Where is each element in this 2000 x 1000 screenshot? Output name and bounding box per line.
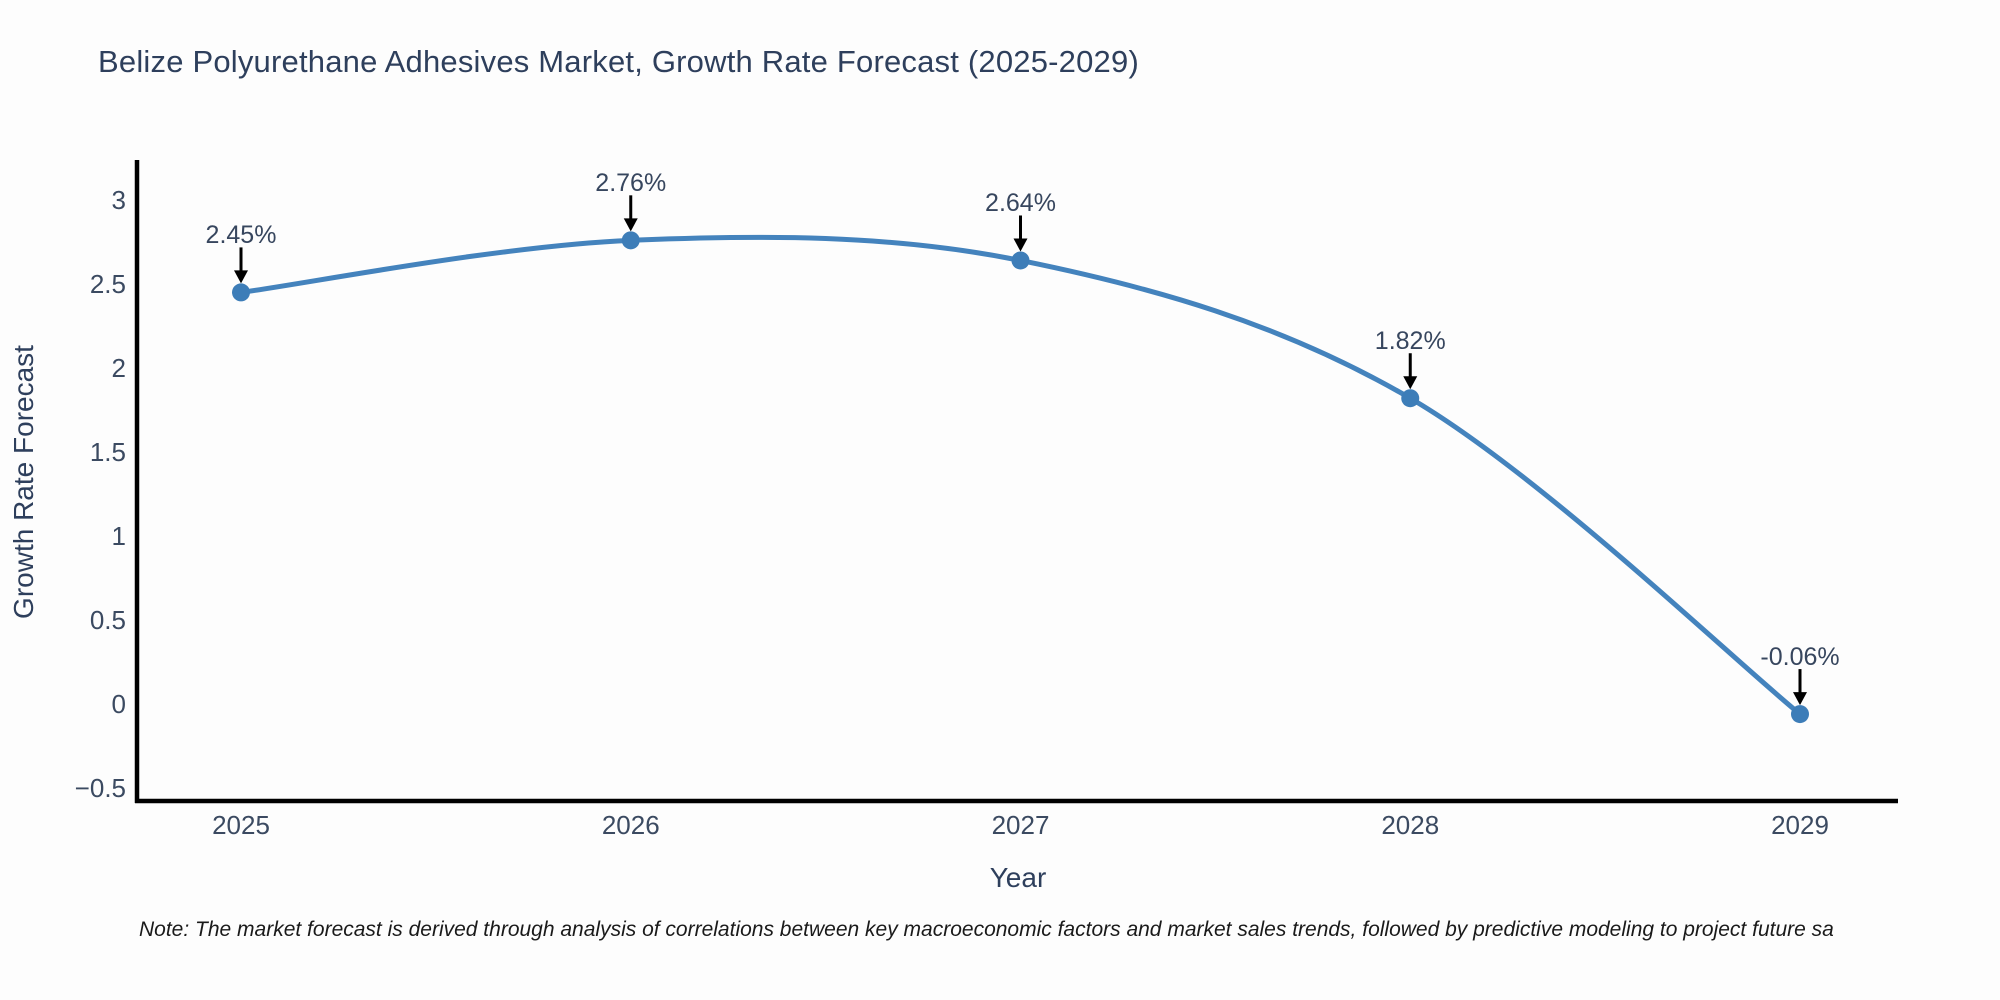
chart-title: Belize Polyurethane Adhesives Market, Gr… (98, 44, 1139, 79)
x-tick-label: 2025 (212, 810, 270, 840)
footnote: Note: The market forecast is derived thr… (139, 918, 1834, 941)
y-tick-label: 0 (111, 689, 126, 719)
forecast-line (240, 234, 1802, 717)
y-tick-label: 0.5 (89, 605, 126, 635)
point-label: -0.06% (1760, 643, 1840, 672)
annotation-arrow-head (1013, 238, 1028, 252)
y-tick-label: −0.5 (74, 773, 126, 803)
point-label: 2.76% (595, 169, 667, 198)
point-label: 1.82% (1374, 327, 1446, 356)
annotation-arrow-head (1793, 692, 1807, 706)
x-tick-label: 2027 (991, 810, 1050, 840)
y-tick-label: 2.5 (89, 269, 126, 299)
data-point-marker (1011, 251, 1030, 270)
x-tick-label: 2029 (1771, 810, 1829, 840)
data-point-marker (621, 231, 640, 250)
x-axis-title: Year (989, 862, 1047, 893)
y-tick-label: 1 (111, 521, 126, 551)
point-label: 2.45% (205, 221, 277, 250)
y-tick-label: 3 (111, 185, 126, 215)
annotation-arrow-head (1403, 376, 1418, 390)
point-label: 2.64% (985, 189, 1056, 218)
annotation-arrow-head (234, 270, 248, 284)
data-point-marker (1401, 389, 1420, 408)
x-tick-label: 2026 (601, 810, 660, 840)
data-point-marker (232, 283, 250, 302)
x-tick-label: 2028 (1381, 810, 1440, 840)
data-point-marker (1791, 705, 1809, 724)
annotation-arrow-head (623, 218, 638, 232)
y-tick-label: 1.5 (89, 437, 126, 467)
y-tick-label: 2 (111, 353, 126, 383)
